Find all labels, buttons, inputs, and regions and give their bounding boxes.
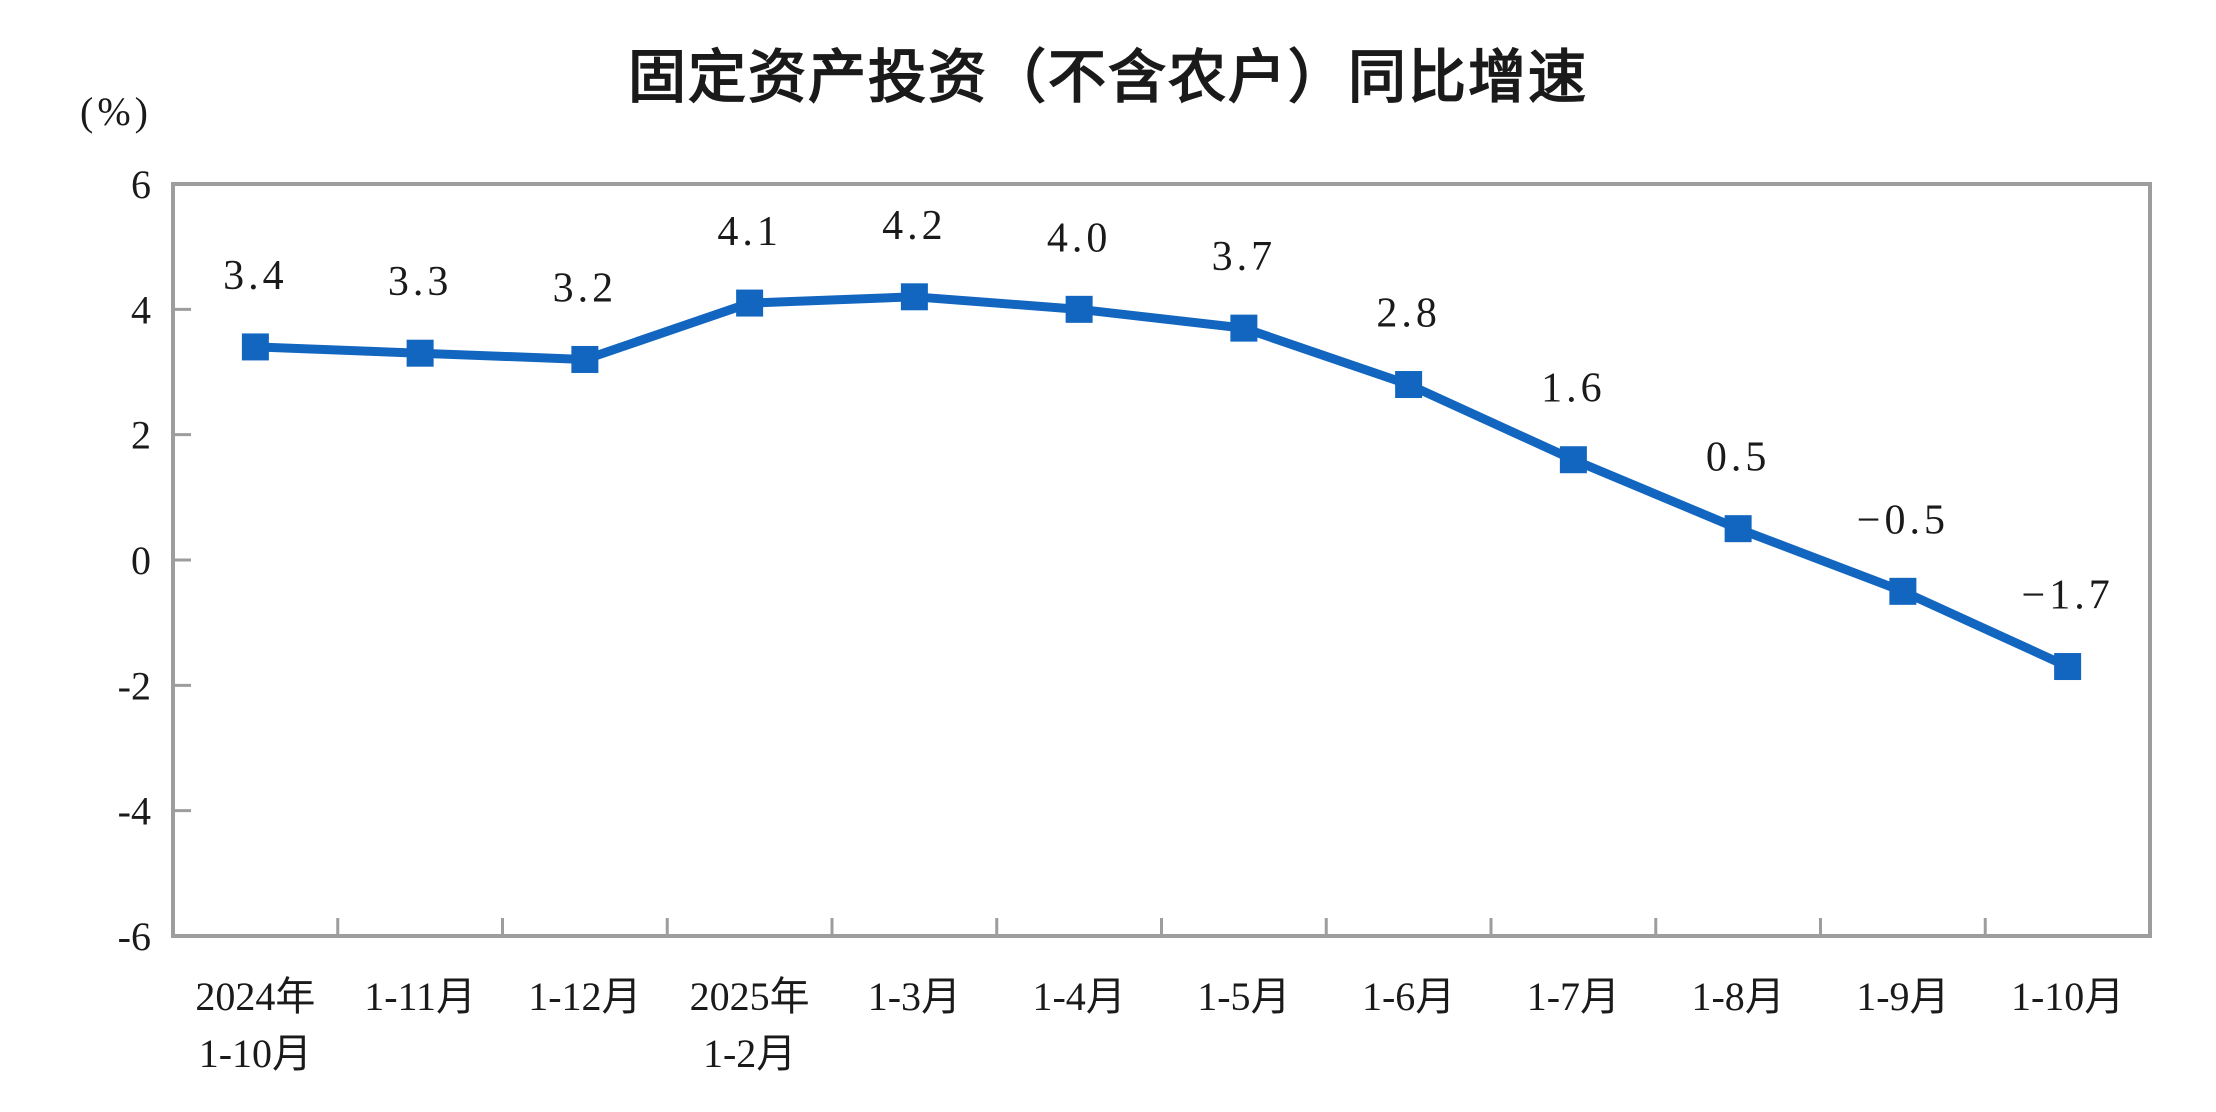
x-axis-category-label: 1-3月: [868, 974, 961, 1019]
x-axis-category-label: 1-5月: [1197, 974, 1290, 1019]
data-point-marker: [1065, 295, 1093, 323]
data-point-label: 2.8: [1376, 291, 1441, 337]
y-axis-unit-label: (%): [80, 89, 152, 134]
data-point-marker: [241, 333, 269, 361]
data-point-label: 0.5: [1706, 435, 1771, 481]
y-axis-tick-label: 2: [131, 413, 151, 458]
series-line: [250, 292, 2073, 672]
x-axis-category-label: 1-7月: [1527, 974, 1620, 1019]
x-axis-category-label: 1-11月: [364, 974, 476, 1019]
data-point-marker: [2054, 653, 2082, 681]
data-point-label: 4.2: [882, 203, 947, 249]
data-point-label: −1.7: [2022, 573, 2114, 619]
chart-title: 固定资产投资（不含农户）同比增速: [627, 45, 1588, 110]
x-axis-category-label: 1-10月: [199, 1031, 312, 1076]
data-point-marker: [900, 283, 928, 311]
y-axis-tick-label: 4: [131, 287, 151, 332]
x-axis-category-label: 2025年: [690, 974, 810, 1019]
data-point-label: 4.0: [1047, 215, 1112, 261]
x-axis-category-label: 1-2月: [703, 1031, 796, 1076]
y-axis-tick-label: 6: [131, 162, 151, 207]
y-axis-tick-label: -6: [118, 914, 151, 959]
data-point-label: 3.4: [223, 253, 288, 299]
data-point-label: 4.1: [717, 209, 782, 255]
data-point-marker: [406, 339, 434, 367]
x-axis-category-label: 2024年: [195, 974, 315, 1019]
data-point-label: 1.6: [1541, 366, 1606, 412]
x-axis-category-label: 1-12月: [528, 974, 641, 1019]
x-axis-category-label: 1-4月: [1032, 974, 1125, 1019]
x-axis-category-label: 1-6月: [1362, 974, 1455, 1019]
data-point-marker: [1395, 371, 1423, 399]
data-point-label: 3.7: [1212, 234, 1277, 280]
data-point-marker: [1724, 515, 1752, 543]
data-point-marker: [1559, 446, 1587, 474]
x-axis-category-label: 1-9月: [1856, 974, 1949, 1019]
plot-frame: [171, 182, 2152, 938]
x-axis-category-label: 1-8月: [1691, 974, 1784, 1019]
data-point-marker: [1889, 577, 1917, 605]
y-axis-tick-label: 0: [131, 538, 151, 583]
y-axis-tick-label: -2: [118, 663, 151, 708]
data-point-label: −0.5: [1857, 497, 1949, 543]
data-point-marker: [571, 345, 599, 373]
data-point-marker: [736, 289, 764, 317]
y-axis-tick-label: -4: [118, 789, 151, 834]
x-axis-category-label: 1-10月: [2011, 974, 2124, 1019]
data-point-label: 3.3: [388, 259, 453, 305]
data-point-label: 3.2: [553, 265, 618, 311]
data-point-marker: [1230, 314, 1258, 342]
